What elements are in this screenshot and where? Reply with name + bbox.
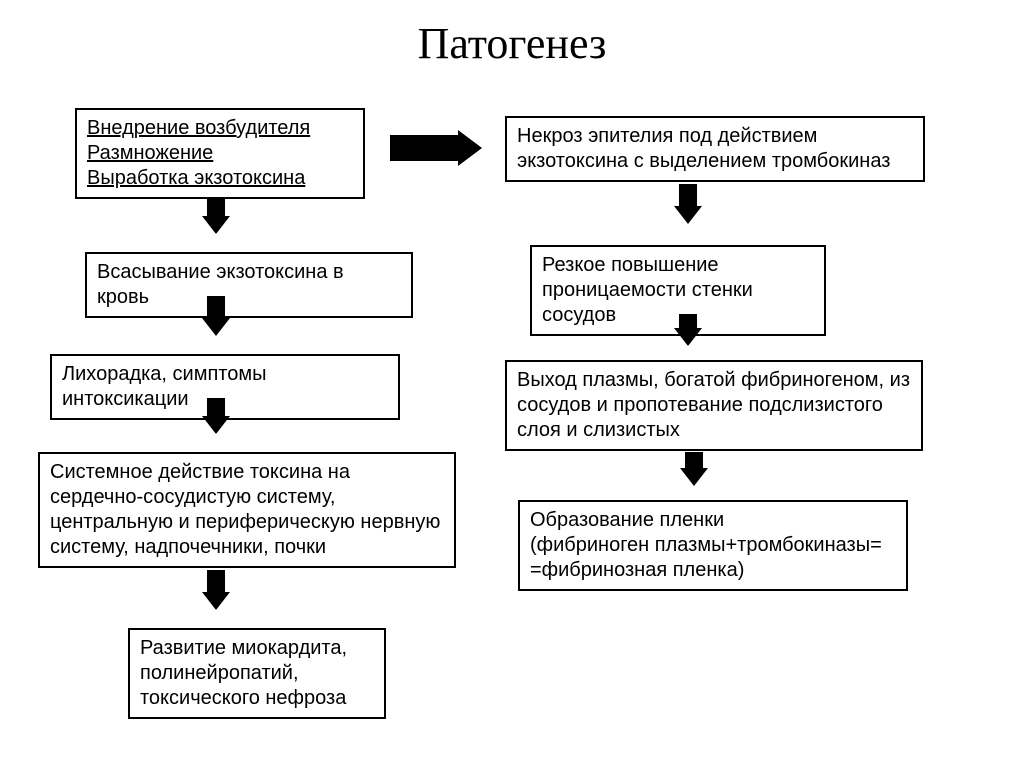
box-intro-line1: Внедрение возбудителя (87, 116, 353, 141)
box-intro-line3: Выработка экзотоксина (87, 166, 353, 191)
box-film: Образование пленки (фибриноген плазмы+тр… (518, 500, 908, 591)
box-intro: Внедрение возбудителя Размножение Вырабо… (75, 108, 365, 199)
box-systemic: Системное действие токсина на сердечно-с… (38, 452, 456, 568)
page-title: Патогенез (0, 0, 1024, 79)
box-absorption: Всасывание экзотоксина в кровь (85, 252, 413, 318)
box-outcome-line1: Развитие миокардита, (140, 636, 374, 661)
box-film-line1: Образование пленки (530, 508, 896, 533)
box-film-line3: =фибринозная пленка) (530, 558, 896, 583)
box-necrosis: Некроз эпителия под действием экзотоксин… (505, 116, 925, 182)
box-fever: Лихорадка, симптомы интоксикации (50, 354, 400, 420)
box-outcome-line2: полинейропатий, (140, 661, 374, 686)
box-intro-line2: Размножение (87, 141, 353, 166)
box-plasma: Выход плазмы, богатой фибриногеном, из с… (505, 360, 923, 451)
box-outcome-line3: токсического нефроза (140, 686, 374, 711)
box-film-line2: (фибриноген плазмы+тромбокиназы= (530, 533, 896, 558)
box-permeability: Резкое повышение проницаемости стенки со… (530, 245, 826, 336)
box-outcome: Развитие миокардита, полинейропатий, ток… (128, 628, 386, 719)
